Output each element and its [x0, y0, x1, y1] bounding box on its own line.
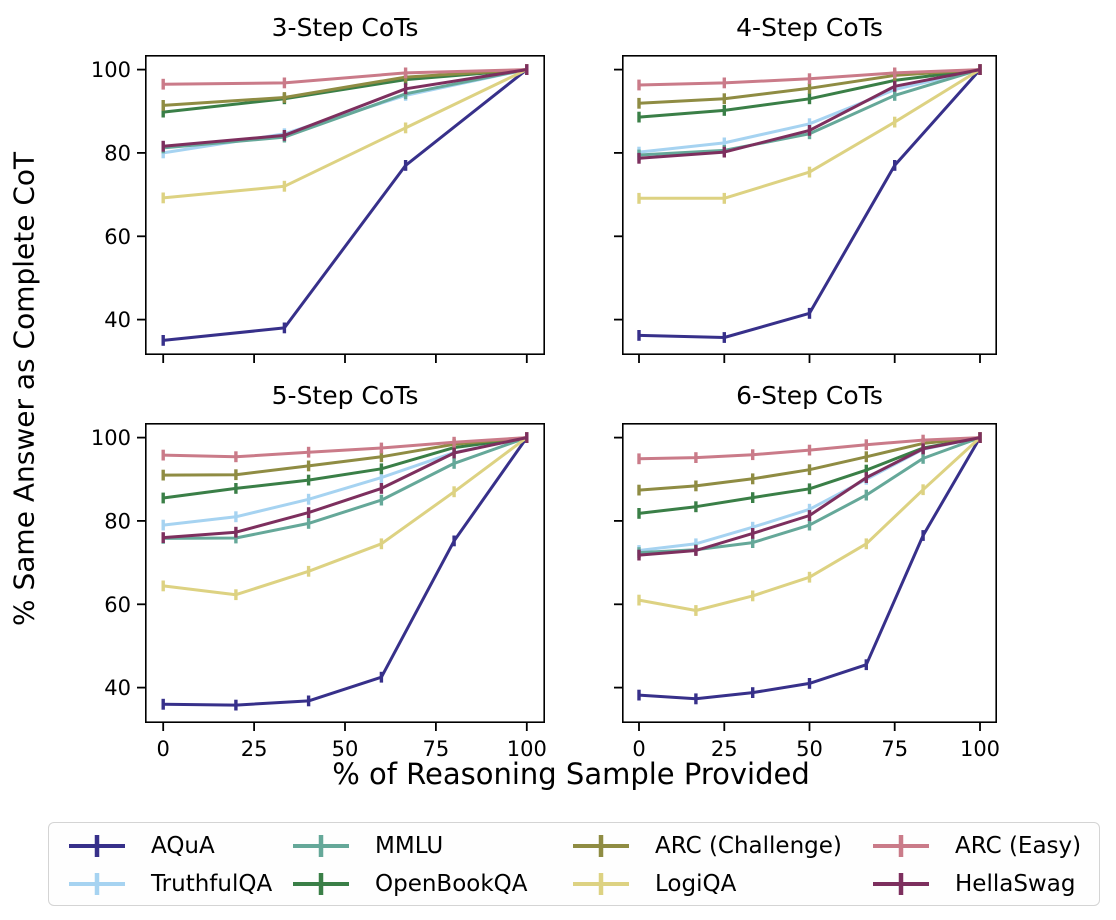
x-axis-label: % of Reasoning Sample Provided: [332, 757, 810, 791]
series-aqua: [637, 432, 982, 705]
legend-entry-openbookqa: OpenBookQA: [293, 866, 528, 902]
series-line-arc-easy: [161, 68, 529, 86]
x-tick-label: 100: [507, 737, 547, 761]
y-tick-label: 80: [104, 141, 131, 165]
legend-label-arc-easy: ARC (Easy): [955, 833, 1082, 859]
legend-label-mmlu: MMLU: [375, 833, 444, 859]
subplot-4-step-cots: [614, 55, 997, 363]
legend-column: MMLU OpenBookQA: [293, 828, 528, 902]
x-tick-label: 100: [960, 737, 1000, 761]
legend-entry-hellaswag: HellaSwag: [873, 866, 1081, 902]
errorbar-marker-icon: [573, 835, 629, 857]
series-line-mmlu: [161, 68, 529, 150]
legend-entry-truthfulqa: TruthfulQA: [69, 866, 272, 902]
series-line-logiqa: [161, 436, 529, 597]
subplot-title-3-step: 3-Step CoTs: [271, 13, 419, 42]
legend-label-arc-challenge: ARC (Challenge): [655, 833, 842, 859]
series-line-arc-challenge: [161, 436, 529, 477]
errorbar-marker-icon: [873, 873, 929, 895]
legend-label-logiqa: LogiQA: [655, 871, 737, 897]
legend-entry-arc-challenge: ARC (Challenge): [573, 828, 842, 864]
series-line-aqua: [637, 68, 982, 339]
y-tick-label: 60: [104, 593, 131, 617]
y-tick-label: 60: [104, 225, 131, 249]
series-line-logiqa: [161, 68, 529, 200]
legend-label-hellaswag: HellaSwag: [955, 871, 1076, 897]
errorbar-marker-icon: [573, 873, 629, 895]
series-line-hellaswag: [161, 68, 529, 148]
errorbar-marker-icon: [873, 835, 929, 857]
series-line-arc-challenge: [161, 68, 529, 107]
series-line-mmlu: [161, 436, 529, 540]
x-tick-label: 0: [157, 737, 170, 761]
x-tick-label: 75: [423, 737, 450, 761]
subplot-6-step-cots: 0 25 50 75 100: [614, 423, 1000, 761]
plot-border: [622, 55, 997, 355]
legend-entry-arc-easy: ARC (Easy): [873, 828, 1081, 864]
errorbar-marker-icon: [293, 835, 349, 857]
legend: AQuA TruthfulQA MMLU OpenBookQA ARC (Challen…: [48, 822, 1100, 906]
subplot-title-6-step: 6-Step CoTs: [736, 381, 883, 410]
series-line-openbookqa: [161, 436, 529, 500]
series-hellaswag: [637, 432, 982, 561]
plot-border: [145, 423, 545, 723]
x-tick-label: 50: [796, 737, 823, 761]
subplot-title-5-step: 5-Step CoTs: [271, 381, 419, 410]
legend-label-aqua: AQuA: [151, 833, 215, 859]
x-tick-label: 75: [881, 737, 908, 761]
series-aqua: [637, 64, 982, 343]
subplot-3-step-cots: 40 60 80 100: [91, 55, 545, 363]
legend-column: AQuA TruthfulQA: [69, 828, 272, 902]
plot-border: [622, 423, 997, 723]
legend-column: ARC (Challenge) LogiQA: [573, 828, 842, 902]
series-line-openbookqa: [161, 68, 529, 114]
y-tick-label: 40: [104, 676, 131, 700]
x-tick-label: 0: [632, 737, 645, 761]
errorbar-marker-icon: [293, 873, 349, 895]
y-axis-label: % Same Answer as Complete CoT: [7, 151, 41, 627]
y-tick-label: 40: [104, 308, 131, 332]
y-tick-label: 100: [91, 58, 131, 82]
subplot-title-4-step: 4-Step CoTs: [736, 13, 883, 42]
series-line-hellaswag: [161, 436, 529, 540]
legend-entry-mmlu: MMLU: [293, 828, 528, 864]
series-line-aqua: [161, 436, 529, 707]
x-tick-label: 25: [241, 737, 268, 761]
legend-label-openbookqa: OpenBookQA: [375, 871, 528, 897]
legend-label-truthfulqa: TruthfulQA: [151, 871, 273, 897]
series-line-arc-easy: [161, 436, 529, 459]
errorbar-marker-icon: [69, 873, 125, 895]
legend-entry-logiqa: LogiQA: [573, 866, 842, 902]
series-hellaswag: [161, 64, 529, 152]
series-hellaswag: [637, 64, 982, 164]
series-hellaswag: [161, 432, 529, 543]
y-tick-label: 100: [91, 426, 131, 450]
legend-entry-aqua: AQuA: [69, 828, 272, 864]
series-line-aqua: [637, 436, 982, 701]
plot-border: [145, 55, 545, 355]
x-tick-label: 50: [332, 737, 359, 761]
subplot-5-step-cots: 0 25 50 75 100 40 60 80 100: [91, 423, 547, 761]
series-aqua: [161, 432, 529, 711]
errorbar-marker-icon: [69, 835, 125, 857]
y-tick-label: 80: [104, 509, 131, 533]
x-tick-label: 25: [711, 737, 738, 761]
legend-column: ARC (Easy) HellaSwag: [873, 828, 1081, 902]
series-line-aqua: [161, 68, 529, 342]
